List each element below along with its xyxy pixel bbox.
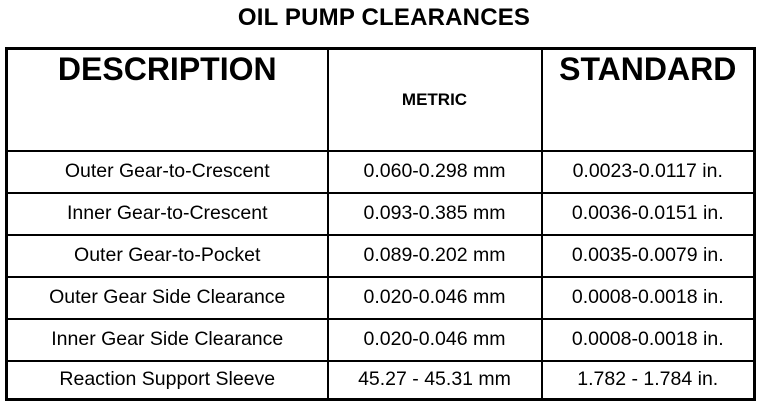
table-row: Inner Gear-to-Crescent 0.093-0.385 mm 0.… — [5, 191, 756, 236]
description-cell: Inner Gear Side Clearance — [5, 317, 329, 362]
column-header-metric: METRIC — [326, 47, 543, 152]
metric-cell: 45.27 - 45.31 mm — [326, 359, 543, 401]
table-row: Inner Gear Side Clearance 0.020-0.046 mm… — [5, 317, 756, 362]
metric-cell: 0.020-0.046 mm — [326, 317, 543, 362]
table-row: Outer Gear Side Clearance 0.020-0.046 mm… — [5, 275, 756, 320]
column-header-standard: STANDARD — [540, 47, 756, 152]
clearances-table: DESCRIPTION METRIC STANDARD Outer Gear-t… — [5, 47, 756, 401]
table-row: Outer Gear-to-Crescent 0.060-0.298 mm 0.… — [5, 149, 756, 194]
standard-cell: 0.0008-0.0018 in. — [540, 317, 756, 362]
description-cell: Inner Gear-to-Crescent — [5, 191, 329, 236]
description-cell: Outer Gear Side Clearance — [5, 275, 329, 320]
page-title: OIL PUMP CLEARANCES — [237, 4, 531, 31]
metric-cell: 0.089-0.202 mm — [326, 233, 543, 278]
standard-cell: 0.0035-0.0079 in. — [540, 233, 756, 278]
table-row: Outer Gear-to-Pocket 0.089-0.202 mm 0.00… — [5, 233, 756, 278]
standard-cell: 0.0023-0.0117 in. — [540, 149, 756, 194]
metric-cell: 0.020-0.046 mm — [326, 275, 543, 320]
table-header-row: DESCRIPTION METRIC STANDARD — [5, 47, 756, 152]
table-row: Reaction Support Sleeve 45.27 - 45.31 mm… — [5, 359, 756, 401]
standard-cell: 0.0008-0.0018 in. — [540, 275, 756, 320]
description-cell: Outer Gear-to-Crescent — [5, 149, 329, 194]
standard-cell: 1.782 - 1.784 in. — [540, 359, 756, 401]
metric-cell: 0.093-0.385 mm — [326, 191, 543, 236]
description-cell: Outer Gear-to-Pocket — [5, 233, 329, 278]
column-header-description: DESCRIPTION — [5, 47, 329, 152]
metric-cell: 0.060-0.298 mm — [326, 149, 543, 194]
description-cell: Reaction Support Sleeve — [5, 359, 329, 401]
standard-cell: 0.0036-0.0151 in. — [540, 191, 756, 236]
